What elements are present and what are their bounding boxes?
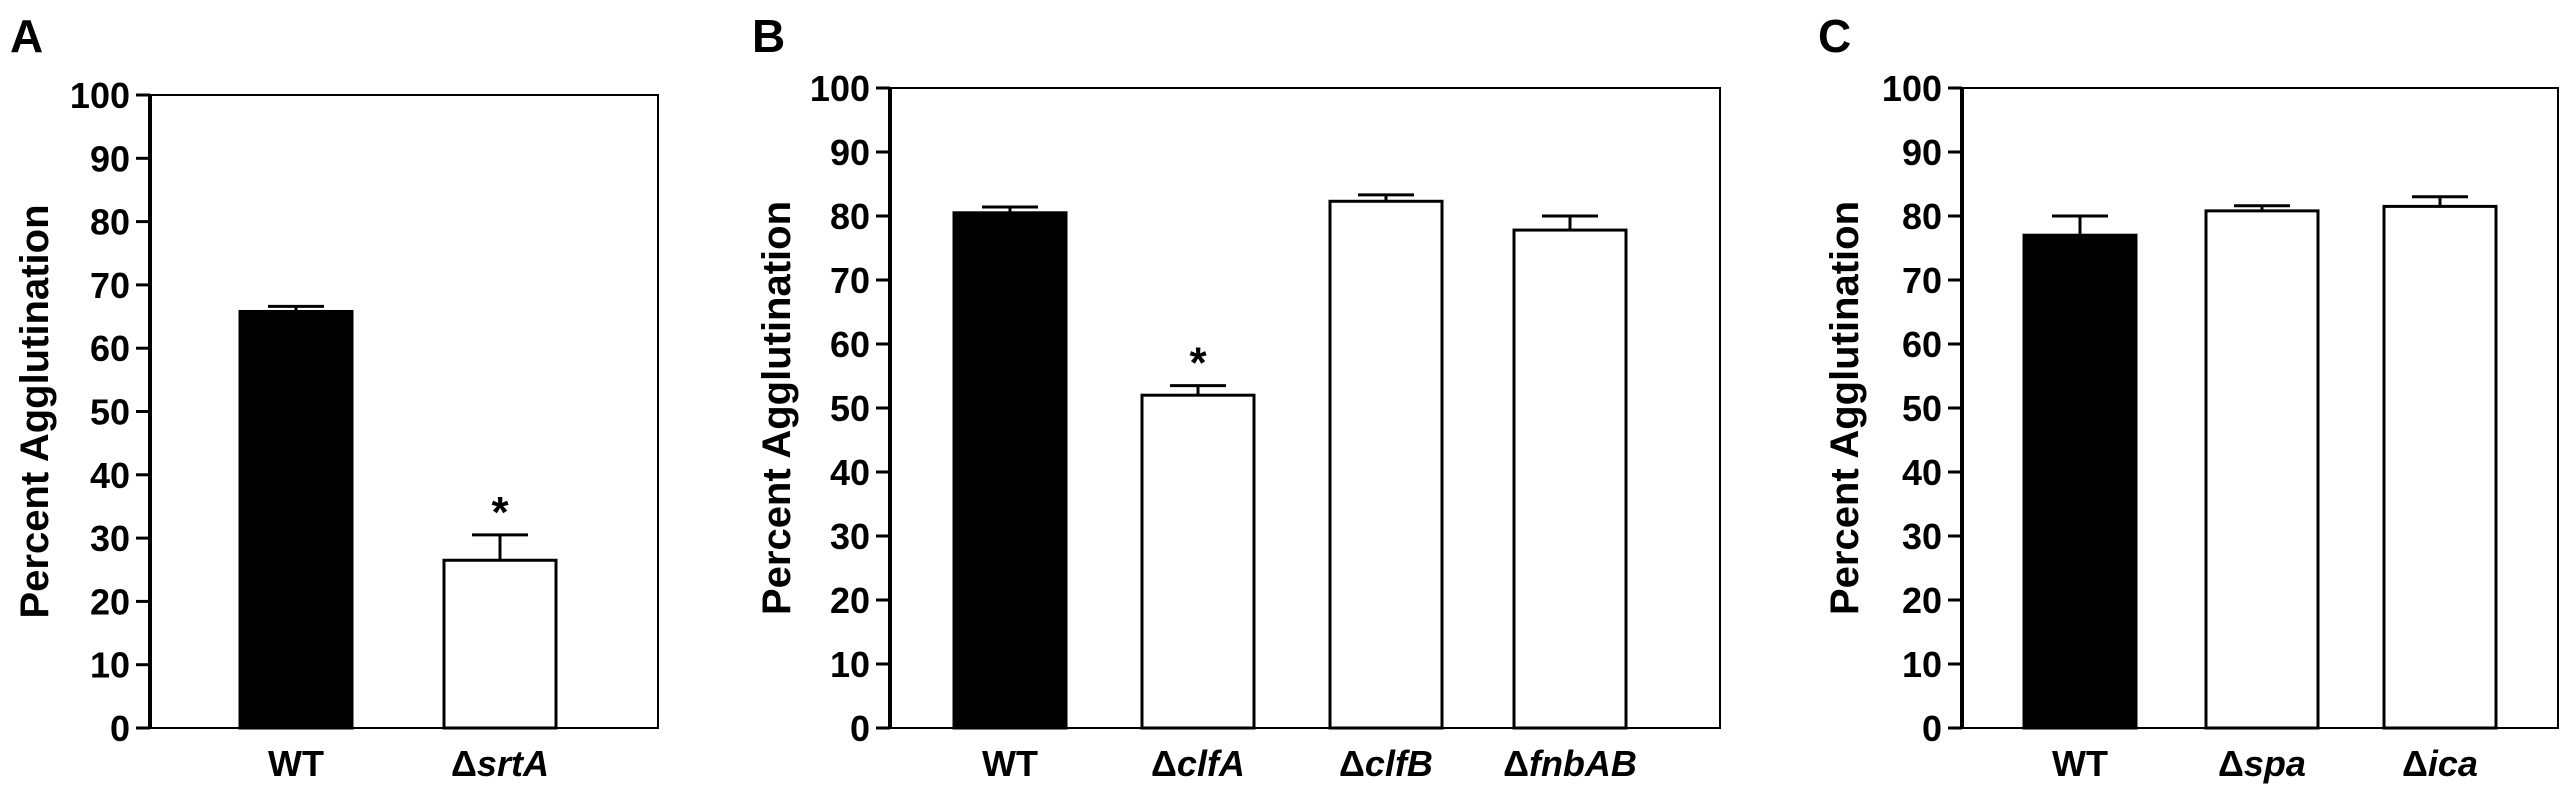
y-tick-label: 10 bbox=[90, 645, 130, 686]
y-tick-label: 80 bbox=[90, 202, 130, 243]
panel-C: C 0 10 20 30 40 50 60 70 80 90 100 Percent Agglutina… bbox=[1818, 10, 2559, 784]
y-tick-label: 80 bbox=[830, 196, 870, 237]
y-tick-label: 100 bbox=[810, 68, 870, 109]
y-tick-label: 40 bbox=[830, 452, 870, 493]
y-tick-label: 60 bbox=[1902, 324, 1942, 365]
y-tick-label: 60 bbox=[830, 324, 870, 365]
panel-letter: C bbox=[1818, 10, 1851, 62]
bar bbox=[1328, 199, 1444, 730]
y-tick-label: 40 bbox=[1902, 452, 1942, 493]
y-axis-label: Percent Agglutination bbox=[755, 201, 799, 615]
category-label: Δspa bbox=[2218, 743, 2306, 784]
y-tick-label: 90 bbox=[90, 138, 130, 179]
bar bbox=[952, 211, 1068, 730]
significance-marker: * bbox=[1189, 339, 1207, 388]
y-tick-label: 20 bbox=[1902, 580, 1942, 621]
bar bbox=[1140, 393, 1256, 730]
y-tick-label: 90 bbox=[1902, 132, 1942, 173]
y-tick-label: 20 bbox=[90, 581, 130, 622]
y-tick-label: 0 bbox=[1922, 708, 1942, 749]
y-tick-label: 0 bbox=[110, 708, 130, 749]
plot-frame bbox=[149, 94, 659, 729]
bar bbox=[2022, 233, 2138, 730]
y-tick-label: 80 bbox=[1902, 196, 1942, 237]
category-label: WT bbox=[2052, 743, 2108, 784]
panel-letter: A bbox=[10, 10, 43, 62]
y-tick-label: 90 bbox=[830, 132, 870, 173]
y-tick-label: 70 bbox=[90, 265, 130, 306]
y-tick-label: 20 bbox=[830, 580, 870, 621]
y-axis-label: Percent Agglutination bbox=[1823, 201, 1867, 615]
category-label: ΔclfA bbox=[1151, 743, 1245, 784]
y-tick-label: 30 bbox=[830, 516, 870, 557]
bar bbox=[442, 558, 558, 730]
y-tick-label: 70 bbox=[830, 260, 870, 301]
y-tick-label: 10 bbox=[830, 644, 870, 685]
category-label: ΔsrtA bbox=[451, 743, 549, 784]
y-tick-label: 100 bbox=[70, 75, 130, 116]
panel-B: B 0 10 20 30 40 50 60 70 80 90 100 Percent Agglutina… bbox=[752, 10, 1721, 784]
y-tick-label: 30 bbox=[1902, 516, 1942, 557]
y-tick-label: 0 bbox=[850, 708, 870, 749]
bar bbox=[2204, 209, 2320, 730]
y-tick-label: 50 bbox=[1902, 388, 1942, 429]
y-tick-label: 70 bbox=[1902, 260, 1942, 301]
bar bbox=[2382, 204, 2498, 730]
y-tick-label: 50 bbox=[90, 392, 130, 433]
y-tick-label: 30 bbox=[90, 518, 130, 559]
category-label: WT bbox=[982, 743, 1038, 784]
category-label: ΔfnbAB bbox=[1503, 743, 1637, 784]
significance-marker: * bbox=[491, 488, 509, 537]
panel-A: A 0 10 20 30 40 50 60 70 80 90 100 Percent Agglutina… bbox=[10, 10, 659, 784]
panel-letter: B bbox=[752, 10, 785, 62]
bar bbox=[238, 309, 354, 730]
y-tick-label: 100 bbox=[1882, 68, 1942, 109]
category-label: ΔclfB bbox=[1339, 743, 1433, 784]
y-tick-label: 50 bbox=[830, 388, 870, 429]
bar bbox=[1512, 228, 1628, 730]
category-label: Δica bbox=[2402, 743, 2478, 784]
y-tick-label: 60 bbox=[90, 328, 130, 369]
y-tick-label: 10 bbox=[1902, 644, 1942, 685]
y-axis-label: Percent Agglutination bbox=[13, 204, 57, 618]
y-tick-label: 40 bbox=[90, 455, 130, 496]
category-label: WT bbox=[268, 743, 324, 784]
